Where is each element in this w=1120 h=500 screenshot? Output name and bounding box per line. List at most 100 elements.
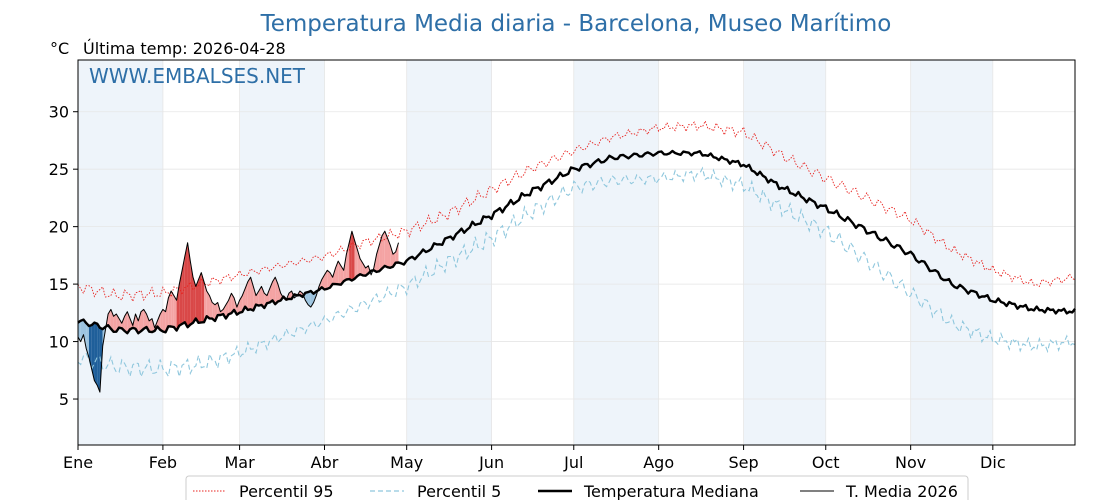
y-tick-label: 30 [49,103,69,122]
below-median-fill [308,290,311,308]
series-line-median [77,149,1076,335]
above-median-fill [138,311,141,334]
series-lines [77,119,1076,393]
y-unit-label: °C [50,39,69,58]
x-tick-label: Dic [980,453,1006,472]
month-band-jul [573,60,659,445]
month-band-nov [910,60,993,445]
x-tick-label: Feb [149,453,177,472]
above-median-fill [176,284,180,331]
x-tick-label: Ago [643,453,674,472]
above-median-fill [203,281,207,323]
plot-frame [77,59,1076,446]
above-median-fill [143,309,147,329]
above-median-fill [231,293,235,314]
above-median-fill [247,277,251,310]
x-tick-label: Abr [311,453,339,472]
above-median-fill [149,318,152,333]
above-median-fill [272,277,276,305]
above-median-fill [390,245,393,268]
above-median-fill [201,272,204,323]
above-median-fill [277,284,281,302]
above-median-fill [275,277,278,305]
y-tick-label: 25 [49,160,69,179]
below-median-fill [94,322,98,386]
month-band-ene [78,60,163,445]
above-median-fill [108,309,111,329]
chart-title: Temperatura Media diaria - Barcelona, Mu… [260,11,892,37]
series-line-current [77,230,399,393]
above-median-fill [113,313,117,332]
above-median-fill [236,300,240,315]
month-band-mar [239,60,325,445]
legend-label-p5: Percentil 5 [417,482,501,500]
watermark: WWW.EMBALSES.NET [89,64,306,88]
above-median-fill [382,231,385,269]
above-median-fill [187,242,191,328]
above-median-fill [179,270,183,326]
legend-label-p95: Percentil 95 [239,482,334,500]
x-tick-label: May [390,453,423,472]
above-median-fill [168,291,172,327]
y-tick-label: 15 [49,275,69,294]
x-tick-label: Nov [895,453,926,472]
above-median-fill [384,231,388,268]
y-tick-label: 20 [49,218,69,237]
above-median-fill [340,265,344,285]
above-median-fill [387,238,391,268]
below-median-fill [88,325,92,370]
above-median-fill [395,242,399,263]
legend-label-median: Temperatura Mediana [583,482,759,500]
legend-item-p5: Percentil 5 [370,482,501,500]
legend-box [185,475,969,500]
legend: Percentil 95 Percentil 5 Temperatura Med… [185,475,969,500]
above-median-fill [379,235,383,272]
above-median-fill [119,318,122,329]
x-tick-label: Sep [729,453,759,472]
above-median-fill [266,288,270,304]
above-median-fill [121,316,125,332]
x-tick-label: Oct [812,453,840,472]
below-median-fill [97,323,100,393]
above-median-fill [269,281,273,303]
above-median-fill [124,311,128,334]
above-median-fill [324,270,328,290]
x-axis: Ene Feb Mar Abr May Jun Jul Ago Sep Oct Nov Dic [63,445,1006,472]
below-median-fill [86,323,89,358]
above-median-fill [354,240,358,279]
above-median-fill [362,263,366,276]
above-median-fill [190,261,194,325]
above-median-fill [165,297,169,333]
above-median-fill [245,281,248,310]
below-median-fill [78,320,81,342]
above-median-fill [140,309,144,332]
legend-item-median: Temperatura Mediana [538,482,759,500]
above-median-fill [338,261,341,285]
y-axis: 5 10 15 20 25 30 [49,103,78,409]
y-tick-label: 10 [49,333,69,352]
above-median-fill [351,231,355,281]
y-tick-label: 5 [59,390,69,409]
above-median-fill [193,277,196,323]
month-band-sep [743,60,826,445]
below-median-fill [83,319,87,349]
above-median-fill [173,295,177,331]
month-bands [78,60,993,445]
x-tick-label: Mar [225,453,256,472]
x-tick-label: Ene [63,453,93,472]
legend-label-current: T. Media 2026 [845,482,958,500]
above-median-fill [171,291,174,328]
above-median-fill [195,279,199,323]
x-tick-label: Jul [563,453,583,472]
legend-item-current: T. Media 2026 [800,482,958,500]
above-median-fill [184,242,188,328]
above-median-fill [206,291,210,319]
legend-item-p95: Percentil 95 [193,482,334,500]
below-median-fill [305,292,309,305]
above-median-fill [258,286,262,306]
above-median-fill [327,270,330,289]
x-tick-label: Jun [478,453,504,472]
above-median-fill [357,249,361,277]
series-line-p95 [77,119,1076,303]
